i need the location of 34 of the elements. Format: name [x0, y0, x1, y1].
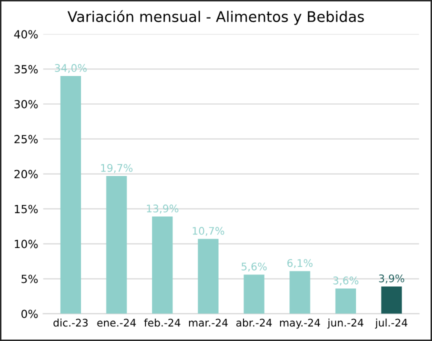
x-tick-label: dic.-23 [53, 318, 88, 327]
y-tick-label: 25% [14, 134, 38, 144]
y-tick-label: 0% [21, 310, 38, 318]
y-tick-label: 10% [14, 240, 38, 248]
y-tick-label: 20% [14, 170, 38, 178]
x-tick-label: ene.-24 [97, 318, 136, 327]
x-tick-label: mar.-24 [189, 318, 228, 327]
data-label: 3,6% [333, 276, 358, 286]
bar [198, 238, 219, 314]
chart-title: Variación mensual - Alimentos y Bebidas [68, 10, 364, 25]
x-tick-label: feb.-24 [144, 318, 180, 327]
y-tick-label: 40% [14, 30, 38, 38]
bar [335, 288, 356, 314]
data-label: 34,0% [54, 64, 87, 73]
bar [381, 286, 402, 314]
data-label: 6,1% [287, 259, 313, 268]
data-label: 13,9% [146, 204, 178, 214]
x-tick-label: abr.-24 [236, 318, 272, 327]
y-tick-label: 30% [14, 100, 38, 108]
x-tick-label: jun.-24 [327, 318, 364, 329]
y-tick-label: 35% [14, 65, 38, 74]
x-tick-label: may.-24 [280, 318, 320, 329]
data-label: 3,9% [379, 274, 404, 284]
bar [244, 274, 264, 314]
bar [106, 176, 127, 314]
data-label: 5,6% [242, 262, 267, 272]
x-tick-label: jul.-24 [374, 318, 408, 329]
bar [60, 76, 82, 314]
data-label: 19,7% [101, 164, 133, 173]
y-tick-label: 5% [22, 274, 38, 284]
bar [290, 271, 310, 314]
bar [152, 216, 173, 314]
y-tick-label: 15% [14, 204, 38, 214]
data-label: 10,7% [192, 226, 224, 236]
